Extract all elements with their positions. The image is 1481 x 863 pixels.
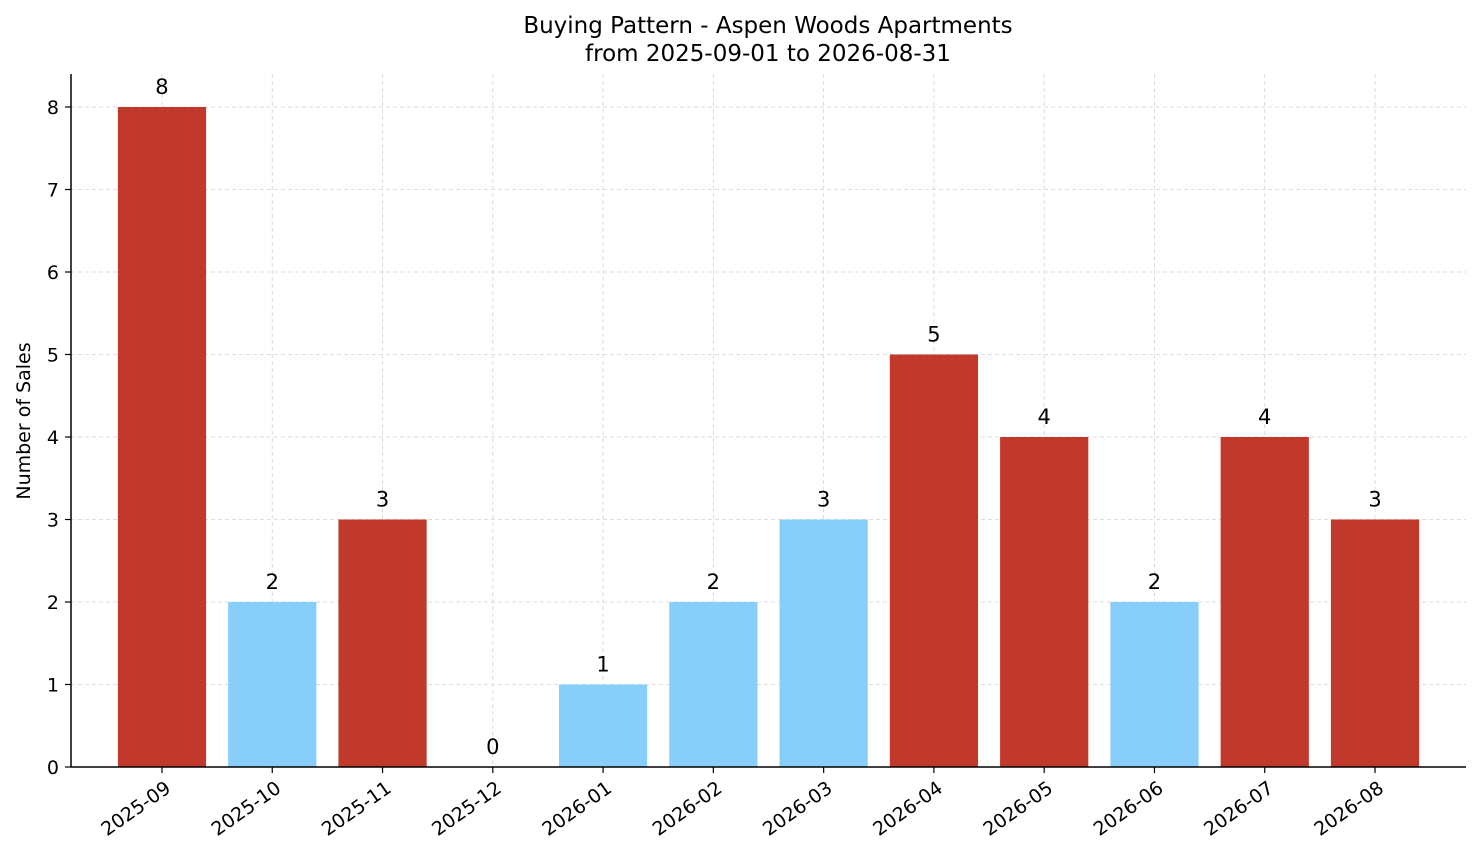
x-tick-label: 2026-03 (759, 777, 837, 841)
bar (228, 602, 317, 767)
x-tick-label: 2026-06 (1090, 777, 1168, 841)
bar (779, 519, 868, 767)
y-tick-label: 6 (47, 262, 59, 284)
bar (1110, 602, 1199, 767)
y-tick-label: 3 (47, 510, 59, 532)
y-tick-label: 4 (47, 427, 59, 449)
data-labels: 8 2 3 0 1 2 3 5 4 2 4 3 (155, 75, 1381, 759)
x-tick-label: 2025-10 (207, 777, 285, 841)
x-tick-label: 2025-11 (318, 777, 396, 841)
bar-value-label: 2 (707, 570, 720, 594)
bar (669, 602, 758, 767)
bar-value-label: 5 (927, 323, 940, 347)
chart-subtitle: from 2025-09-01 to 2026-08-31 (585, 41, 951, 67)
y-tick-label: 1 (47, 675, 59, 697)
bar-value-label: 1 (596, 653, 609, 677)
x-tick-label: 2026-07 (1200, 777, 1278, 841)
bar-value-label: 2 (266, 570, 279, 594)
bar-value-label: 4 (1258, 405, 1271, 429)
y-tick-label: 2 (47, 592, 59, 614)
y-tick-label: 0 (47, 757, 59, 779)
bar-value-label: 8 (155, 75, 168, 99)
y-tick-label: 8 (47, 97, 59, 119)
x-tick-label: 2026-05 (979, 777, 1057, 841)
x-tick-label: 2026-01 (538, 777, 616, 841)
y-axis-label: Number of Sales (13, 342, 35, 499)
chart-title: Buying Pattern - Aspen Woods Apartments (523, 13, 1012, 39)
x-tick-label: 2026-02 (649, 777, 727, 841)
bar-value-label: 2 (1148, 570, 1161, 594)
x-tick-label: 2025-09 (97, 777, 175, 841)
bar-value-label: 0 (486, 735, 499, 759)
x-tick-label: 2026-08 (1310, 777, 1388, 841)
bar (1330, 519, 1420, 767)
bar (117, 107, 207, 767)
y-tick-label: 5 (47, 345, 59, 367)
bar (338, 519, 427, 767)
bar-value-label: 3 (817, 488, 830, 512)
bar-value-label: 3 (376, 488, 389, 512)
bar-value-label: 4 (1038, 405, 1051, 429)
bar (558, 684, 648, 767)
x-tick-label: 2026-04 (869, 777, 947, 841)
bar (889, 354, 979, 767)
bar-value-label: 3 (1368, 488, 1381, 512)
bar (1000, 437, 1089, 767)
bar (1220, 437, 1309, 767)
bars (117, 107, 1420, 767)
y-tick-label: 7 (47, 180, 59, 202)
x-tick-label: 2025-12 (428, 777, 506, 841)
